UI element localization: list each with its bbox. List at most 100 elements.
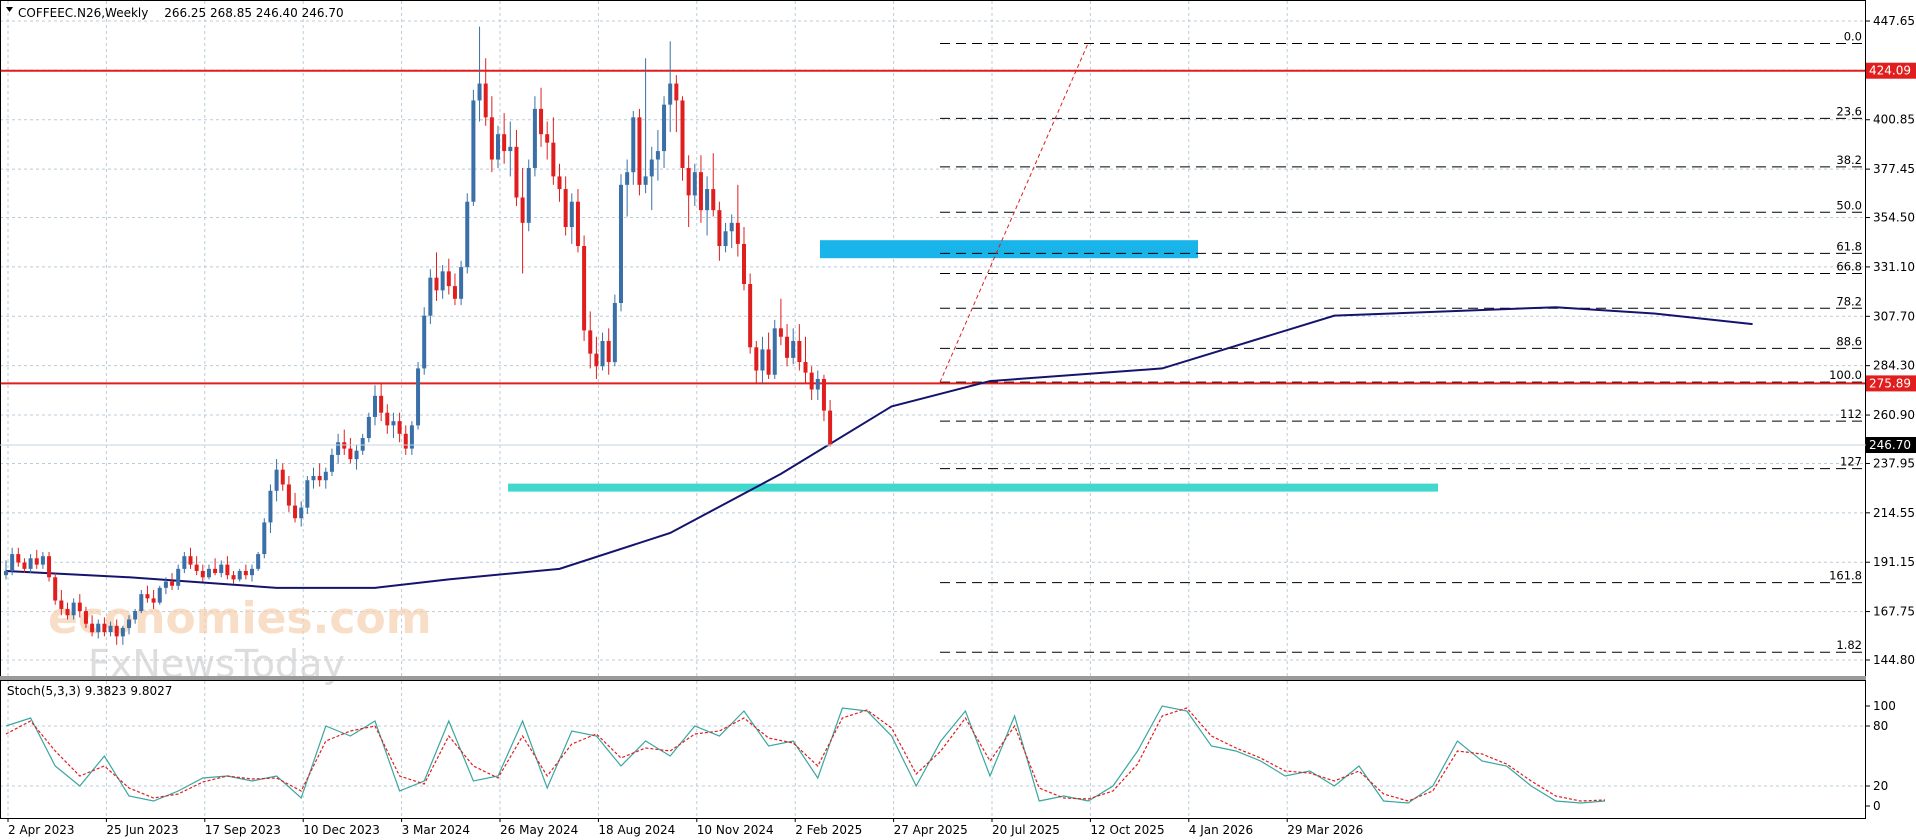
- candle-body: [815, 378, 820, 390]
- candle-body: [803, 362, 808, 373]
- candle-body: [329, 454, 334, 472]
- candle-body: [243, 570, 248, 576]
- candle-body: [176, 568, 181, 586]
- stoch-signal-line: [5, 707, 1606, 802]
- y-tick-label: 214.55: [1873, 506, 1915, 520]
- y-tick-label: 260.90: [1873, 408, 1915, 422]
- candle-body: [28, 558, 33, 569]
- candle-body: [422, 315, 427, 369]
- fib-label: 100.0: [1829, 368, 1862, 382]
- ohlc-values: 266.25 268.85 246.40 246.70: [164, 6, 343, 20]
- fib-label: 1.82: [1836, 638, 1862, 652]
- candle-body: [459, 267, 464, 299]
- zone-lower: [508, 483, 1438, 492]
- candle-body: [403, 433, 408, 449]
- candle-body: [575, 201, 580, 247]
- candle-body: [496, 134, 500, 160]
- pane-separator[interactable]: [0, 676, 1866, 680]
- fib-label: 88.6: [1836, 334, 1862, 348]
- candle-body: [293, 505, 298, 519]
- candle-body: [711, 189, 716, 211]
- candle-body: [582, 246, 587, 331]
- fib-label: 78.2: [1836, 294, 1862, 308]
- stoch-tick-label: 0: [1873, 799, 1881, 813]
- candle-body: [465, 201, 470, 268]
- level-price-box: [1866, 375, 1916, 392]
- symbol-title: COFFEEC.N26,Weekly 266.25 268.85 246.40 …: [18, 6, 344, 20]
- y-tick-label: 237.95: [1873, 456, 1915, 470]
- x-tick-label: 29 Mar 2026: [1287, 823, 1363, 837]
- candle-body: [268, 490, 273, 523]
- horizontal-levels: [0, 69, 1866, 385]
- candle-body: [323, 471, 328, 481]
- candle-body: [200, 570, 205, 578]
- candle-body: [213, 568, 218, 574]
- candle-body: [83, 611, 88, 624]
- candle-body: [274, 469, 279, 491]
- x-tick-label: 2 Apr 2023: [8, 823, 75, 837]
- candle-body: [692, 172, 697, 196]
- candle-body: [170, 581, 175, 586]
- candle-body: [139, 594, 144, 612]
- candle-body: [532, 108, 537, 168]
- y-tick-label: 307.70: [1873, 309, 1915, 323]
- candle-body: [280, 469, 285, 485]
- candle-body: [723, 231, 728, 247]
- fib-label: 38.2: [1836, 153, 1862, 167]
- candle-body: [551, 142, 556, 177]
- candle-body: [649, 159, 654, 177]
- dropdown-arrow-icon[interactable]: [6, 7, 13, 12]
- level-price-label: 424.09: [1869, 64, 1911, 78]
- candle-body: [631, 117, 636, 173]
- candle-body: [539, 108, 544, 135]
- candle-body: [299, 507, 304, 519]
- candle-body: [625, 172, 630, 185]
- candle-body: [40, 556, 45, 565]
- time-axis: 2 Apr 2023 25 Jun 2023 17 Sep 2023 10 Dec 2…: [7, 818, 1363, 837]
- candle-body: [686, 167, 691, 196]
- candle-body: [34, 558, 39, 565]
- level-price-box: [1866, 62, 1916, 79]
- candle-body: [477, 83, 482, 101]
- candle-body: [483, 83, 488, 118]
- candle-body: [354, 450, 359, 460]
- candle-body: [729, 222, 734, 232]
- candle-body: [612, 302, 617, 363]
- x-tick-label: 3 Mar 2024: [402, 823, 470, 837]
- candle-body: [114, 625, 119, 637]
- fib-label: 23.6: [1836, 104, 1862, 118]
- y-tick-label: 377.45: [1873, 162, 1915, 176]
- candle-body: [4, 570, 8, 576]
- x-tick-label: 4 Jan 2026: [1189, 823, 1253, 837]
- candle-body: [157, 587, 162, 603]
- candle-body: [348, 448, 353, 460]
- candle-body: [373, 395, 377, 417]
- x-tick-label: 10 Nov 2024: [697, 823, 774, 837]
- watermark-line1: economies.com: [48, 593, 432, 644]
- x-tick-label: 12 Oct 2025: [1090, 823, 1164, 837]
- y-tick-label: 400.85: [1873, 113, 1915, 127]
- candle-body: [791, 340, 796, 358]
- candle-body: [668, 83, 673, 105]
- fib-label: 0.0: [1844, 29, 1862, 43]
- candle-body: [680, 100, 685, 168]
- candle-body: [526, 167, 531, 223]
- x-tick-label: 2 Feb 2025: [795, 823, 862, 837]
- x-tick-label: 18 Aug 2024: [598, 823, 675, 837]
- x-tick-label: 26 May 2024: [500, 823, 578, 837]
- last-price-label: 246.70: [1869, 438, 1911, 452]
- candle-body: [772, 328, 777, 375]
- candle-body: [766, 349, 771, 375]
- candle-body: [606, 340, 611, 363]
- candle-body: [821, 378, 826, 411]
- candle-body: [305, 480, 310, 508]
- y-tick-label: 354.50: [1873, 211, 1915, 225]
- candle-body: [643, 176, 648, 185]
- candle-body: [194, 564, 199, 571]
- candle-body: [778, 328, 783, 337]
- candle-body: [206, 568, 211, 578]
- candle-body: [489, 117, 494, 160]
- y-tick-label: 144.80: [1873, 653, 1915, 667]
